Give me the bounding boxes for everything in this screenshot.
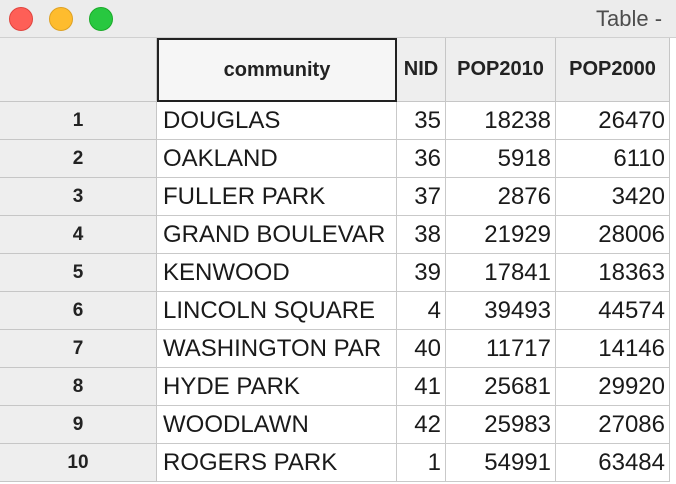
table-cell-pop2010[interactable]: 54991 bbox=[446, 444, 556, 482]
table-cell-nid[interactable]: 38 bbox=[397, 216, 446, 254]
column-header-pop2000[interactable]: POP2000 bbox=[556, 38, 670, 102]
table-cell-nid[interactable]: 39 bbox=[397, 254, 446, 292]
close-window-button[interactable] bbox=[9, 7, 33, 31]
window-title: Table - bbox=[596, 6, 663, 31]
table-cell-pop2010[interactable]: 21929 bbox=[446, 216, 556, 254]
column-header-nid[interactable]: NID bbox=[397, 38, 446, 102]
table-cell-pop2000[interactable]: 29920 bbox=[556, 368, 670, 406]
minimize-window-button[interactable] bbox=[49, 7, 73, 31]
table-cell-pop2010[interactable]: 2876 bbox=[446, 178, 556, 216]
table-cell-pop2000[interactable]: 18363 bbox=[556, 254, 670, 292]
table-cell-nid[interactable]: 4 bbox=[397, 292, 446, 330]
row-header[interactable]: 3 bbox=[0, 178, 157, 216]
table-cell-pop2010[interactable]: 25983 bbox=[446, 406, 556, 444]
table-cell-nid[interactable]: 37 bbox=[397, 178, 446, 216]
row-header[interactable]: 7 bbox=[0, 330, 157, 368]
table-cell-community[interactable]: OAKLAND bbox=[157, 140, 397, 178]
table-cell-pop2010[interactable]: 25681 bbox=[446, 368, 556, 406]
row-header[interactable]: 4 bbox=[0, 216, 157, 254]
table-cell-community[interactable]: DOUGLAS bbox=[157, 102, 397, 140]
table-cell-pop2000[interactable]: 14146 bbox=[556, 330, 670, 368]
table-cell-pop2010[interactable]: 11717 bbox=[446, 330, 556, 368]
table-cell-pop2000[interactable]: 26470 bbox=[556, 102, 670, 140]
row-header[interactable]: 9 bbox=[0, 406, 157, 444]
table-cell-pop2000[interactable]: 6110 bbox=[556, 140, 670, 178]
row-header[interactable]: 1 bbox=[0, 102, 157, 140]
table-cell-pop2010[interactable]: 18238 bbox=[446, 102, 556, 140]
table-cell-community[interactable]: WOODLAWN bbox=[157, 406, 397, 444]
table-cell-nid[interactable]: 41 bbox=[397, 368, 446, 406]
table-cell-community[interactable]: WASHINGTON PAR bbox=[157, 330, 397, 368]
column-header-community[interactable]: community bbox=[157, 38, 397, 102]
table-cell-nid[interactable]: 36 bbox=[397, 140, 446, 178]
column-header-pop2010[interactable]: POP2010 bbox=[446, 38, 556, 102]
table-cell-community[interactable]: LINCOLN SQUARE bbox=[157, 292, 397, 330]
table-cell-pop2000[interactable]: 27086 bbox=[556, 406, 670, 444]
row-header[interactable]: 6 bbox=[0, 292, 157, 330]
zoom-window-button[interactable] bbox=[89, 7, 113, 31]
table-corner-header[interactable] bbox=[0, 38, 157, 102]
table-cell-nid[interactable]: 40 bbox=[397, 330, 446, 368]
table-cell-pop2000[interactable]: 44574 bbox=[556, 292, 670, 330]
table-cell-pop2010[interactable]: 5918 bbox=[446, 140, 556, 178]
table-cell-pop2010[interactable]: 39493 bbox=[446, 292, 556, 330]
table-cell-community[interactable]: KENWOOD bbox=[157, 254, 397, 292]
table-cell-pop2000[interactable]: 63484 bbox=[556, 444, 670, 482]
table-cell-community[interactable]: FULLER PARK bbox=[157, 178, 397, 216]
data-table[interactable]: community NID POP2010 POP2000 1 DOUGLAS 35 1823… bbox=[0, 38, 676, 484]
row-header[interactable]: 10 bbox=[0, 444, 157, 482]
table-cell-community[interactable]: ROGERS PARK bbox=[157, 444, 397, 482]
table-cell-nid[interactable]: 35 bbox=[397, 102, 446, 140]
row-header[interactable]: 2 bbox=[0, 140, 157, 178]
row-header[interactable]: 5 bbox=[0, 254, 157, 292]
table-cell-nid[interactable]: 42 bbox=[397, 406, 446, 444]
table-cell-community[interactable]: GRAND BOULEVAR bbox=[157, 216, 397, 254]
table-cell-pop2000[interactable]: 3420 bbox=[556, 178, 670, 216]
table-cell-community[interactable]: HYDE PARK bbox=[157, 368, 397, 406]
window-titlebar[interactable]: Table - bbox=[0, 0, 676, 38]
table-cell-nid[interactable]: 1 bbox=[397, 444, 446, 482]
row-header[interactable]: 8 bbox=[0, 368, 157, 406]
table-cell-pop2000[interactable]: 28006 bbox=[556, 216, 670, 254]
table-cell-pop2010[interactable]: 17841 bbox=[446, 254, 556, 292]
